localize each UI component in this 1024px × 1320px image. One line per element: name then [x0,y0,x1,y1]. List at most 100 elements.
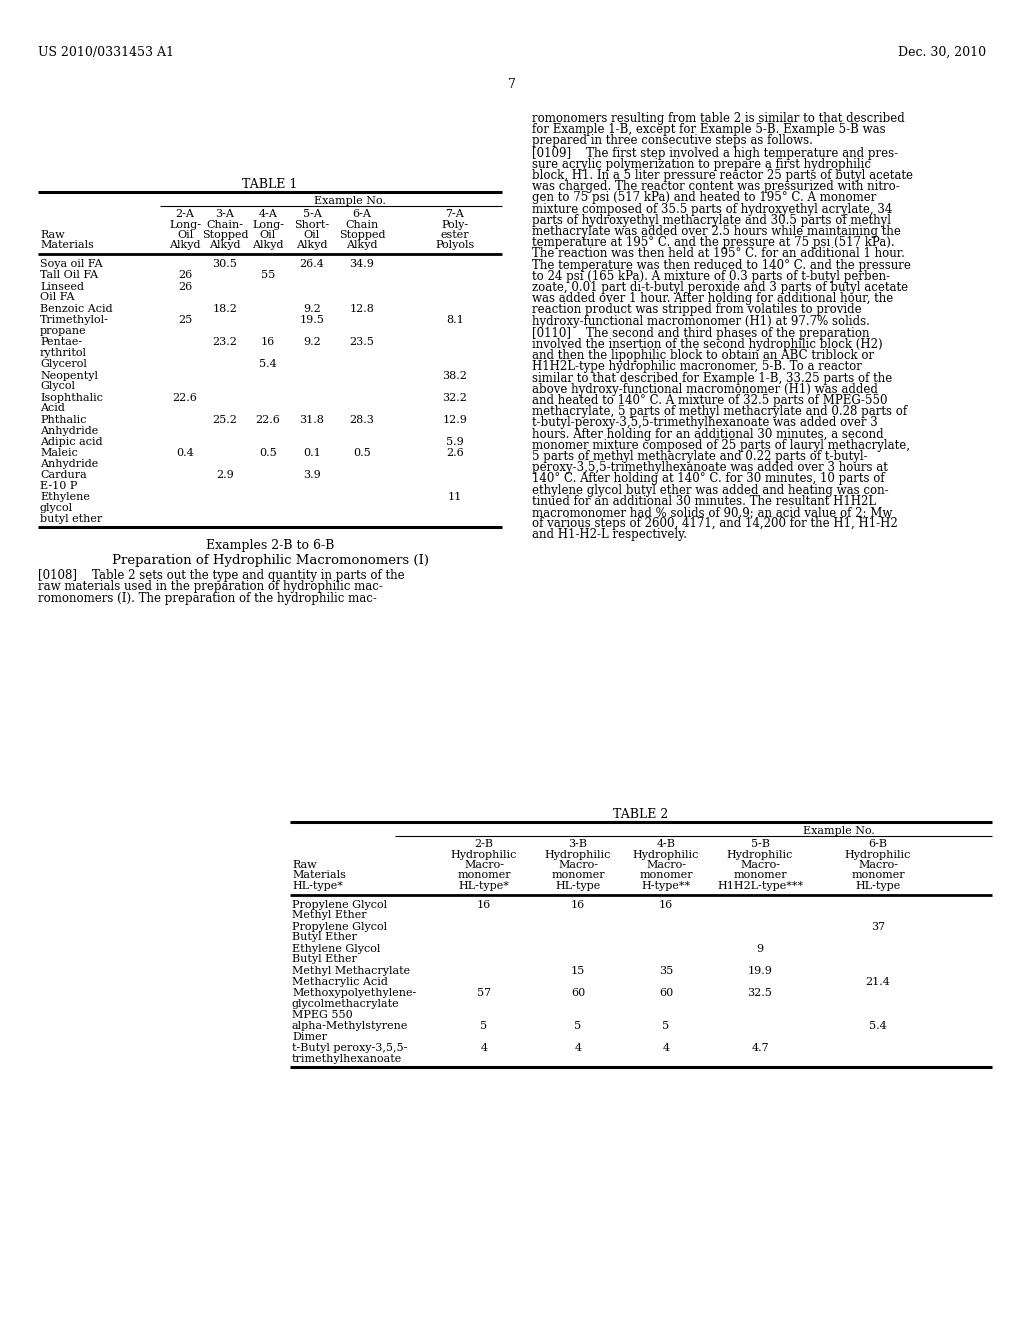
Text: 32.5: 32.5 [748,989,772,998]
Text: Dimer: Dimer [292,1032,327,1041]
Text: Preparation of Hydrophilic Macromonomers (I): Preparation of Hydrophilic Macromonomers… [112,554,428,568]
Text: H1H2L-type***: H1H2L-type*** [717,880,803,891]
Text: to 24 psi (165 kPa). A mixture of 0.3 parts of t-butyl perben-: to 24 psi (165 kPa). A mixture of 0.3 pa… [532,269,890,282]
Text: 21.4: 21.4 [865,977,891,987]
Text: 0.5: 0.5 [259,447,276,458]
Text: [0108]    Table 2 sets out the type and quantity in parts of the: [0108] Table 2 sets out the type and qua… [38,569,404,582]
Text: 31.8: 31.8 [300,414,325,425]
Text: 4: 4 [480,1043,487,1053]
Text: 5.9: 5.9 [446,437,464,446]
Text: methacrylate was added over 2.5 hours while maintaining the: methacrylate was added over 2.5 hours wh… [532,224,901,238]
Text: sure acrylic polymerization to prepare a first hydrophilic: sure acrylic polymerization to prepare a… [532,158,871,170]
Text: 23.2: 23.2 [213,337,238,347]
Text: Poly-: Poly- [441,219,469,230]
Text: 55: 55 [261,271,275,280]
Text: involved the insertion of the second hydrophilic block (H2): involved the insertion of the second hyd… [532,338,883,351]
Text: TABLE 2: TABLE 2 [613,808,669,821]
Text: monomer mixture composed of 25 parts of lauryl methacrylate,: monomer mixture composed of 25 parts of … [532,438,910,451]
Text: The reaction was then held at 195° C. for an additional 1 hour.: The reaction was then held at 195° C. fo… [532,247,905,260]
Text: Materials: Materials [40,240,94,251]
Text: Neopentyl: Neopentyl [40,371,98,380]
Text: monomer: monomer [851,870,905,880]
Text: rythritol: rythritol [40,348,87,358]
Text: 3-A: 3-A [216,209,234,219]
Text: romonomers (I). The preparation of the hydrophilic mac-: romonomers (I). The preparation of the h… [38,591,377,605]
Text: 16: 16 [477,899,492,909]
Text: propane: propane [40,326,87,335]
Text: 5.4: 5.4 [259,359,276,370]
Text: t-Butyl peroxy-3,5,5-: t-Butyl peroxy-3,5,5- [292,1043,408,1053]
Text: 19.9: 19.9 [748,966,772,975]
Text: 38.2: 38.2 [442,371,467,380]
Text: temperature at 195° C. and the pressure at 75 psi (517 kPa).: temperature at 195° C. and the pressure … [532,236,895,249]
Text: Pentae-: Pentae- [40,337,82,347]
Text: The temperature was then reduced to 140° C. and the pressure: The temperature was then reduced to 140°… [532,259,911,272]
Text: Methoxypolyethylene-: Methoxypolyethylene- [292,989,416,998]
Text: hours. After holding for an additional 30 minutes, a second: hours. After holding for an additional 3… [532,428,884,441]
Text: TABLE 1: TABLE 1 [243,178,298,191]
Text: Trimethylol-: Trimethylol- [40,315,109,325]
Text: Tall Oil FA: Tall Oil FA [40,271,98,280]
Text: 7-A: 7-A [445,209,464,219]
Text: 34.9: 34.9 [349,259,375,269]
Text: 60: 60 [570,989,585,998]
Text: Hydrophilic: Hydrophilic [451,850,517,859]
Text: Stopped: Stopped [339,230,385,240]
Text: Dec. 30, 2010: Dec. 30, 2010 [898,46,986,59]
Text: zoate, 0.01 part di-t-butyl peroxide and 3 parts of butyl acetate: zoate, 0.01 part di-t-butyl peroxide and… [532,281,908,294]
Text: for Example 1-B, except for Example 5-B. Example 5-B was: for Example 1-B, except for Example 5-B.… [532,123,886,136]
Text: Alkyd: Alkyd [252,240,284,251]
Text: 57: 57 [477,989,492,998]
Text: Anhydride: Anhydride [40,459,98,469]
Text: 9: 9 [757,944,764,953]
Text: Acid: Acid [40,404,65,413]
Text: Cardura: Cardura [40,470,87,480]
Text: parts of hydroxyethyl methacrylate and 30.5 parts of methyl: parts of hydroxyethyl methacrylate and 3… [532,214,891,227]
Text: 25: 25 [178,315,193,325]
Text: 35: 35 [658,966,673,975]
Text: hydroxy-functional macromonomer (H1) at 97.7% solids.: hydroxy-functional macromonomer (H1) at … [532,314,869,327]
Text: Adipic acid: Adipic acid [40,437,102,446]
Text: monomer: monomer [733,870,786,880]
Text: [0109]    The first step involved a high temperature and pres-: [0109] The first step involved a high te… [532,147,898,160]
Text: trimethylhexanoate: trimethylhexanoate [292,1055,402,1064]
Text: 25.2: 25.2 [213,414,238,425]
Text: Polyols: Polyols [435,240,475,251]
Text: 26: 26 [178,281,193,292]
Text: macromonomer had % solids of 90.9; an acid value of 2; Mw: macromonomer had % solids of 90.9; an ac… [532,506,892,519]
Text: 16: 16 [570,899,585,909]
Text: 5-B: 5-B [751,840,769,849]
Text: 19.5: 19.5 [300,315,325,325]
Text: Long-: Long- [252,219,284,230]
Text: 22.6: 22.6 [173,392,198,403]
Text: Butyl Ether: Butyl Ether [292,954,357,965]
Text: Example No.: Example No. [314,195,386,206]
Text: 4-B: 4-B [656,840,676,849]
Text: monomer: monomer [457,870,511,880]
Text: 37: 37 [871,921,885,932]
Text: 30.5: 30.5 [213,259,238,269]
Text: Oil FA: Oil FA [40,293,75,302]
Text: 16: 16 [261,337,275,347]
Text: above hydroxy-functional macromonomer (H1) was added: above hydroxy-functional macromonomer (H… [532,383,878,396]
Text: 9.2: 9.2 [303,337,321,347]
Text: Chain: Chain [345,219,379,230]
Text: t-butyl-peroxy-3,5,5-trimethylhexanoate was added over 3: t-butyl-peroxy-3,5,5-trimethylhexanoate … [532,416,878,429]
Text: HL-type: HL-type [855,880,901,891]
Text: 7: 7 [508,78,516,91]
Text: 6-B: 6-B [868,840,888,849]
Text: alpha-Methylstyrene: alpha-Methylstyrene [292,1022,409,1031]
Text: and H1-H2-L respectively.: and H1-H2-L respectively. [532,528,687,541]
Text: Butyl Ether: Butyl Ether [292,932,357,942]
Text: 26.4: 26.4 [300,259,325,269]
Text: Macro-: Macro- [740,861,780,870]
Text: 2.6: 2.6 [446,447,464,458]
Text: butyl ether: butyl ether [40,513,102,524]
Text: 11: 11 [447,492,462,503]
Text: Examples 2-B to 6-B: Examples 2-B to 6-B [206,539,334,552]
Text: of various steps of 2600, 4171, and 14,200 for the H1, H1-H2: of various steps of 2600, 4171, and 14,2… [532,517,898,531]
Text: Linseed: Linseed [40,281,84,292]
Text: Alkyd: Alkyd [296,240,328,251]
Text: romonomers resulting from table 2 is similar to that described: romonomers resulting from table 2 is sim… [532,112,905,125]
Text: 0.4: 0.4 [176,447,194,458]
